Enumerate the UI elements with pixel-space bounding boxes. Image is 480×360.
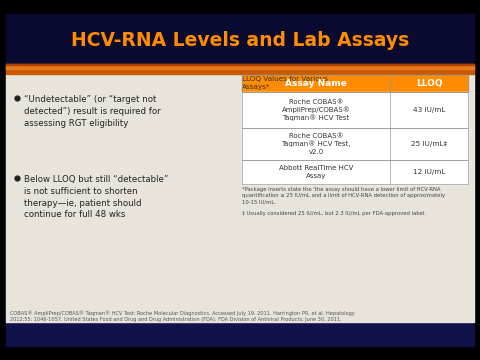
- Bar: [6, 14, 474, 64]
- Text: Roche COBAS®
Taqman® HCV Test,
v2.0: Roche COBAS® Taqman® HCV Test, v2.0: [281, 133, 351, 155]
- Text: *Package inserts state the 'the assay should have a lower limit of HCV-RNA
quant: *Package inserts state the 'the assay sh…: [242, 187, 445, 204]
- Text: COBAS® AmpliPrep/COBAS® Taqman® HCV Test: Roche Molecular Diagnostics. Accessed : COBAS® AmpliPrep/COBAS® Taqman® HCV Test…: [10, 310, 355, 322]
- Text: Roche COBAS®
AmpliPrep/COBAS®
Taqman® HCV Test: Roche COBAS® AmpliPrep/COBAS® Taqman® HC…: [282, 99, 350, 121]
- Bar: [390, 92, 468, 128]
- Bar: [242, 75, 390, 92]
- Text: Assay Name: Assay Name: [285, 79, 347, 88]
- Bar: [242, 128, 390, 160]
- Text: LLOQ Values for Various
Assays*: LLOQ Values for Various Assays*: [242, 76, 328, 90]
- Bar: [6, 65, 474, 69]
- Bar: [6, 74, 474, 322]
- Text: ‡ Usually considered 25 IU/mL, but 2.3 IU/mL per FDA-approved label.: ‡ Usually considered 25 IU/mL, but 2.3 I…: [242, 211, 426, 216]
- Text: Below LLOQ but still “detectable”
is not sufficient to shorten
therapy—ie, patie: Below LLOQ but still “detectable” is not…: [24, 175, 168, 219]
- Text: 25 IU/mL‡: 25 IU/mL‡: [411, 141, 447, 147]
- Bar: [242, 75, 468, 92]
- Bar: [390, 128, 468, 160]
- Text: 43 IU/mL: 43 IU/mL: [413, 107, 445, 113]
- Bar: [390, 75, 468, 92]
- Bar: [242, 92, 390, 128]
- Text: LLOQ: LLOQ: [416, 79, 442, 88]
- Bar: [6, 63, 474, 65]
- Bar: [242, 160, 468, 184]
- Bar: [242, 128, 468, 160]
- Bar: [390, 160, 468, 184]
- Text: HCV-RNA Levels and Lab Assays: HCV-RNA Levels and Lab Assays: [71, 31, 409, 50]
- Bar: [242, 160, 390, 184]
- Text: 12 IU/mL: 12 IU/mL: [413, 169, 445, 175]
- Bar: [6, 64, 474, 74]
- Bar: [242, 92, 468, 128]
- Text: Abbott RealTime HCV
Assay: Abbott RealTime HCV Assay: [279, 165, 353, 179]
- Text: “Undetectable” (or “target not
detected”) result is required for
assessing RGT e: “Undetectable” (or “target not detected”…: [24, 95, 161, 127]
